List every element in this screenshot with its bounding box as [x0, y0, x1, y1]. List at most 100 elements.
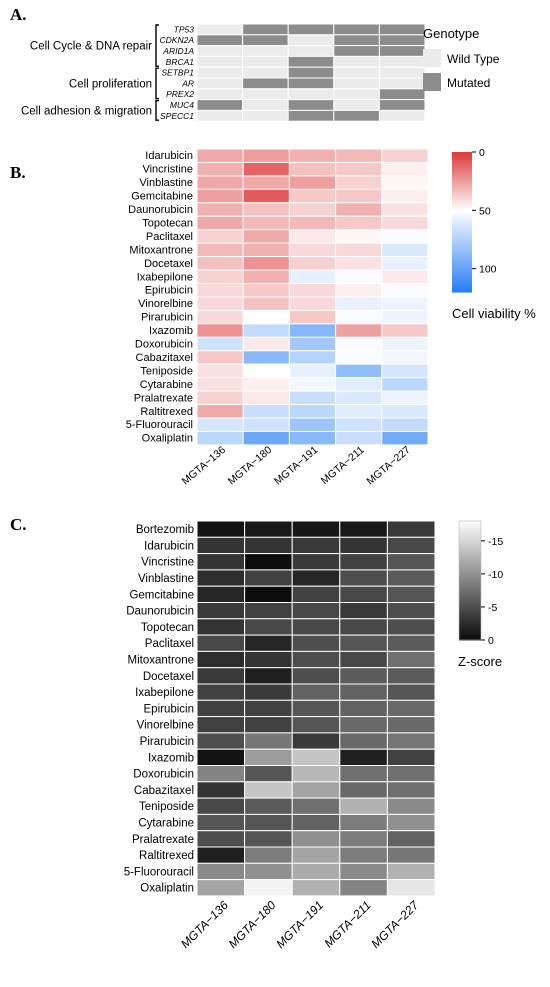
zscore-cell [196, 716, 246, 734]
drug-label: Paclitaxel [145, 638, 194, 650]
drug-label: Topotecan [142, 217, 193, 229]
group-bracket [155, 99, 159, 121]
colorbar-step [452, 250, 472, 253]
colorbar-step [459, 612, 481, 615]
colorbar-step [452, 202, 472, 205]
gene-label: TP53 [174, 24, 195, 34]
genotype-cell [378, 77, 426, 90]
viability-cell [335, 417, 383, 432]
colorbar-step [452, 160, 472, 163]
colorbar-step [452, 220, 472, 223]
zscore-cell [386, 846, 436, 864]
legend-label: Wild Type [447, 52, 500, 66]
colorbar-step [459, 556, 481, 560]
colorbar-step [452, 254, 472, 257]
viability-cell [196, 336, 244, 352]
viability-cell [196, 404, 244, 419]
colorbar-step [452, 210, 472, 213]
zscore-cell [244, 618, 293, 636]
viability-cell [288, 417, 337, 432]
zscore-cell [196, 536, 246, 555]
viability-cell [196, 229, 244, 244]
colorbar-step [459, 624, 481, 627]
viability-cell [242, 323, 290, 338]
genotype-cell [242, 109, 289, 122]
zscore-cell [291, 830, 341, 848]
colorbar-step [452, 208, 472, 211]
viability-cell [196, 377, 244, 392]
zscore-cell [196, 732, 246, 750]
gene-label: CDKN2A [160, 35, 195, 45]
zscore-cell [291, 797, 341, 815]
viability-cell [196, 161, 244, 177]
colorbar-tick-label: 0 [479, 147, 485, 159]
zscore-cell [196, 520, 246, 538]
zscore-cell [339, 553, 388, 571]
zscore-cell [339, 618, 388, 636]
column-label: MGTA−136 [180, 444, 229, 487]
colorbar-step [452, 270, 472, 273]
colorbar-step [459, 598, 481, 601]
zscore-cell [386, 618, 436, 636]
colorbar-step [452, 224, 472, 227]
viability-cell [196, 363, 244, 379]
viability-cell [242, 215, 290, 231]
viability-cell [242, 148, 290, 163]
zscore-cell [244, 765, 293, 783]
colorbar-step [452, 198, 472, 201]
viability-cell [242, 242, 290, 258]
zscore-cell [244, 667, 293, 685]
drug-label: Teniposide [140, 365, 193, 377]
drug-label: Doxorubicin [133, 769, 194, 781]
zscore-cell [291, 716, 341, 734]
viability-cell [288, 323, 337, 338]
colorbar-step [452, 234, 472, 237]
genotype-cell [378, 34, 426, 47]
zscore-cell [339, 862, 388, 881]
colorbar-step [459, 600, 481, 603]
viability-cell [335, 390, 383, 406]
zscore-cell [196, 553, 246, 571]
drug-label: Pirarubicin [140, 736, 194, 748]
colorbar-step [459, 540, 481, 544]
genotype-cell [378, 23, 426, 36]
zscore-cell [339, 716, 388, 734]
drug-label: Daunorubicin [128, 204, 193, 216]
genotype-cell [242, 66, 289, 79]
colorbar-step [459, 538, 481, 542]
gene-label: MUC4 [170, 100, 194, 110]
viability-cell [288, 161, 337, 177]
genotype-cell [242, 34, 289, 47]
drug-label: 5-Fluorouracil [126, 419, 193, 431]
colorbar-step [452, 164, 472, 167]
genotype-cell [378, 109, 426, 122]
viability-cell [288, 377, 337, 392]
legend-swatch [423, 49, 441, 67]
viability-cell [381, 296, 429, 311]
colorbar-step [452, 256, 472, 259]
column-label: MGTA−180 [226, 444, 275, 487]
zscore-cell [291, 569, 341, 587]
genotype-cell [196, 55, 244, 68]
zscore-cell [196, 634, 246, 652]
zscore-cell [339, 520, 388, 538]
colorbar-step [459, 550, 481, 554]
colorbar-step [459, 596, 481, 599]
viability-cell [242, 188, 290, 204]
genotype-cell [378, 55, 426, 68]
column-label: MGTA−136 [178, 898, 231, 951]
drug-label: Idarubicin [145, 150, 193, 162]
zscore-cell [196, 650, 246, 669]
colorbar-step [452, 264, 472, 267]
colorbar-step [459, 578, 481, 582]
viability-cell [381, 283, 429, 298]
colorbar-step [459, 536, 481, 540]
colorbar-tick-label: 50 [479, 205, 491, 217]
colorbar-step [459, 526, 481, 530]
zscore-cell [339, 781, 388, 799]
drug-label: Vinblastine [138, 573, 194, 585]
viability-cell [335, 202, 383, 217]
genotype-cell [333, 55, 380, 68]
viability-cell [381, 430, 429, 446]
drug-label: Mitoxantrone [129, 244, 193, 256]
